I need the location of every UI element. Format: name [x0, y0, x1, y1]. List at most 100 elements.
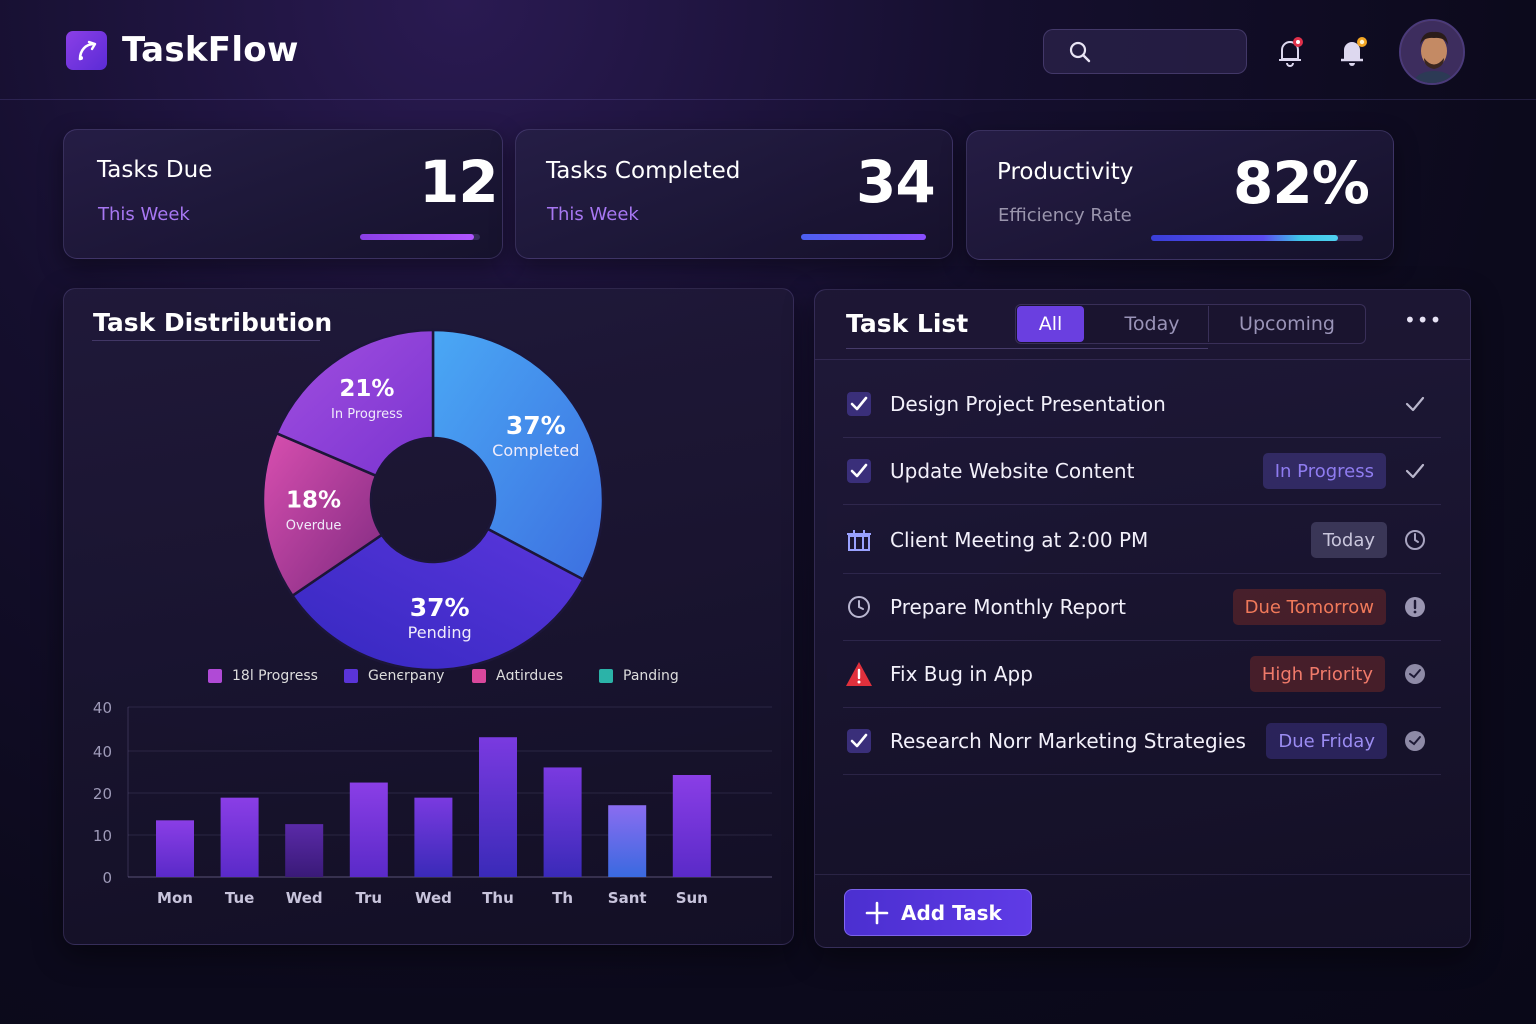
tab-upcoming[interactable]: Upcoming [1239, 313, 1335, 335]
x-tick-label: Wed [286, 889, 323, 907]
task-badge: Due Friday [1266, 723, 1387, 759]
y-tick-label: 20 [93, 785, 112, 803]
pie-percent-label: 18% [286, 488, 341, 514]
search-box[interactable] [1043, 29, 1247, 74]
x-tick-label: Mon [157, 889, 193, 907]
bar[interactable] [608, 805, 647, 877]
progress-track [1151, 235, 1363, 241]
pie-percent-label: 37% [506, 411, 566, 440]
pie-slice-in-progress[interactable] [274, 328, 435, 478]
legend-item: Aɑtirdues [472, 668, 563, 684]
add-task-button[interactable]: Add Task [844, 889, 1032, 936]
task-name: Prepare Monthly Report [890, 595, 1126, 619]
stat-card-productivity[interactable]: Productivity Efficiency Rate 82% [966, 130, 1394, 260]
bar[interactable] [220, 797, 259, 877]
stat-label: Productivity [997, 159, 1134, 185]
title-divider [846, 348, 1208, 349]
task-badge: In Progress [1262, 453, 1386, 489]
x-tick-label: Tue [225, 889, 254, 907]
checkbox-checked-icon[interactable] [845, 457, 873, 485]
tab-today[interactable]: Today [1124, 313, 1180, 335]
more-options-button[interactable]: ••• [1404, 308, 1443, 332]
search-icon [1068, 40, 1092, 68]
user-avatar[interactable] [1399, 19, 1465, 85]
legend-swatch [208, 669, 222, 683]
legend-label: 18l Progress [232, 668, 318, 684]
checkmark-icon[interactable] [1403, 459, 1427, 483]
task-name: Fix Bug in App [890, 662, 1033, 686]
bar[interactable] [349, 782, 388, 877]
pie-category-label: Completed [492, 441, 579, 460]
bar[interactable] [414, 797, 453, 877]
x-tick-label: Sun [676, 889, 708, 907]
stat-label: Tasks Due [97, 157, 213, 183]
checkbox-checked-icon[interactable] [845, 390, 873, 418]
legend-label: Panding [623, 668, 679, 684]
stat-sublabel: This Week [547, 204, 639, 225]
bar[interactable] [156, 820, 194, 877]
logo-icon[interactable] [66, 31, 107, 70]
pie-category-label: Overdue [286, 519, 342, 534]
x-tick-label: Thu [482, 889, 514, 907]
task-row[interactable]: Design Project Presentation [843, 370, 1441, 438]
pie-category-label: In Progress [331, 407, 403, 422]
x-tick-label: Wed [415, 889, 452, 907]
task-badge: Today [1310, 522, 1387, 558]
task-row[interactable]: Research Norr Marketing Strategies Due Fr… [843, 707, 1441, 775]
pie-slice-completed[interactable] [431, 328, 605, 582]
info-icon[interactable] [1403, 595, 1427, 619]
x-tick-label: Sant [608, 889, 647, 907]
legend-swatch [472, 669, 486, 683]
stat-sublabel: Efficiency Rate [998, 205, 1132, 226]
check-circle-icon[interactable] [1403, 662, 1427, 686]
pie-slice-pending[interactable] [290, 527, 585, 672]
panel-title: Task List [846, 309, 969, 338]
pie-category-label: Pending [408, 623, 472, 642]
add-task-label: Add Task [901, 900, 1002, 925]
clock-icon[interactable] [1403, 528, 1427, 552]
bar[interactable] [285, 824, 324, 877]
title-divider [92, 340, 320, 341]
bar[interactable] [543, 767, 582, 877]
gift-calendar-icon [845, 526, 873, 554]
stat-card-tasks-due[interactable]: Tasks Due This Week 12 [63, 129, 503, 259]
stat-value: 34 [856, 148, 936, 216]
bar[interactable] [672, 775, 711, 877]
pie-slice-overdue[interactable] [261, 431, 384, 598]
pie-percent-label: 21% [339, 376, 394, 402]
alarm-bell-icon[interactable] [1270, 32, 1310, 72]
legend-swatch [344, 669, 358, 683]
panel-title: Task Distribution [93, 308, 333, 337]
bar[interactable] [479, 737, 517, 877]
x-tick-label: Th [552, 889, 573, 907]
stat-sublabel: This Week [98, 204, 190, 225]
notification-bell-icon[interactable] [1332, 32, 1372, 72]
legend-item: 18l Progress [208, 668, 318, 684]
task-row[interactable]: Prepare Monthly Report Due Tomorrow [843, 573, 1441, 641]
x-tick-label: Tru [355, 889, 382, 907]
stat-value: 12 [419, 148, 499, 216]
search-input[interactable] [1104, 40, 1234, 64]
y-tick-label: 40 [93, 699, 112, 717]
footer-divider [815, 874, 1470, 875]
app-title: TaskFlow [122, 30, 299, 70]
check-circle-icon[interactable] [1403, 729, 1427, 753]
progress-track [801, 234, 926, 240]
y-tick-label: 40 [93, 743, 112, 761]
stat-card-tasks-completed[interactable]: Tasks Completed This Week 34 [515, 129, 953, 259]
top-header: TaskFlow [0, 0, 1536, 100]
checkmark-icon[interactable] [1403, 392, 1427, 416]
tab-all[interactable]: All [1017, 306, 1084, 342]
weekly-bar-chart: 40 40 20 10 0 Mon Tue Wed Tru Wed Thu Th Sant Sun [93, 699, 772, 907]
progress-fill [801, 234, 926, 240]
task-name: Update Website Content [890, 459, 1135, 483]
pie-percent-label: 37% [410, 593, 470, 622]
task-row[interactable]: Update Website Content In Progress [843, 437, 1441, 505]
task-row[interactable]: Client Meeting at 2:00 PM Today [843, 506, 1441, 574]
y-tick-label: 0 [102, 869, 112, 887]
task-row[interactable]: Fix Bug in App High Priority [843, 640, 1441, 708]
legend-item: Panding [599, 668, 679, 684]
checkbox-checked-icon[interactable] [845, 727, 873, 755]
